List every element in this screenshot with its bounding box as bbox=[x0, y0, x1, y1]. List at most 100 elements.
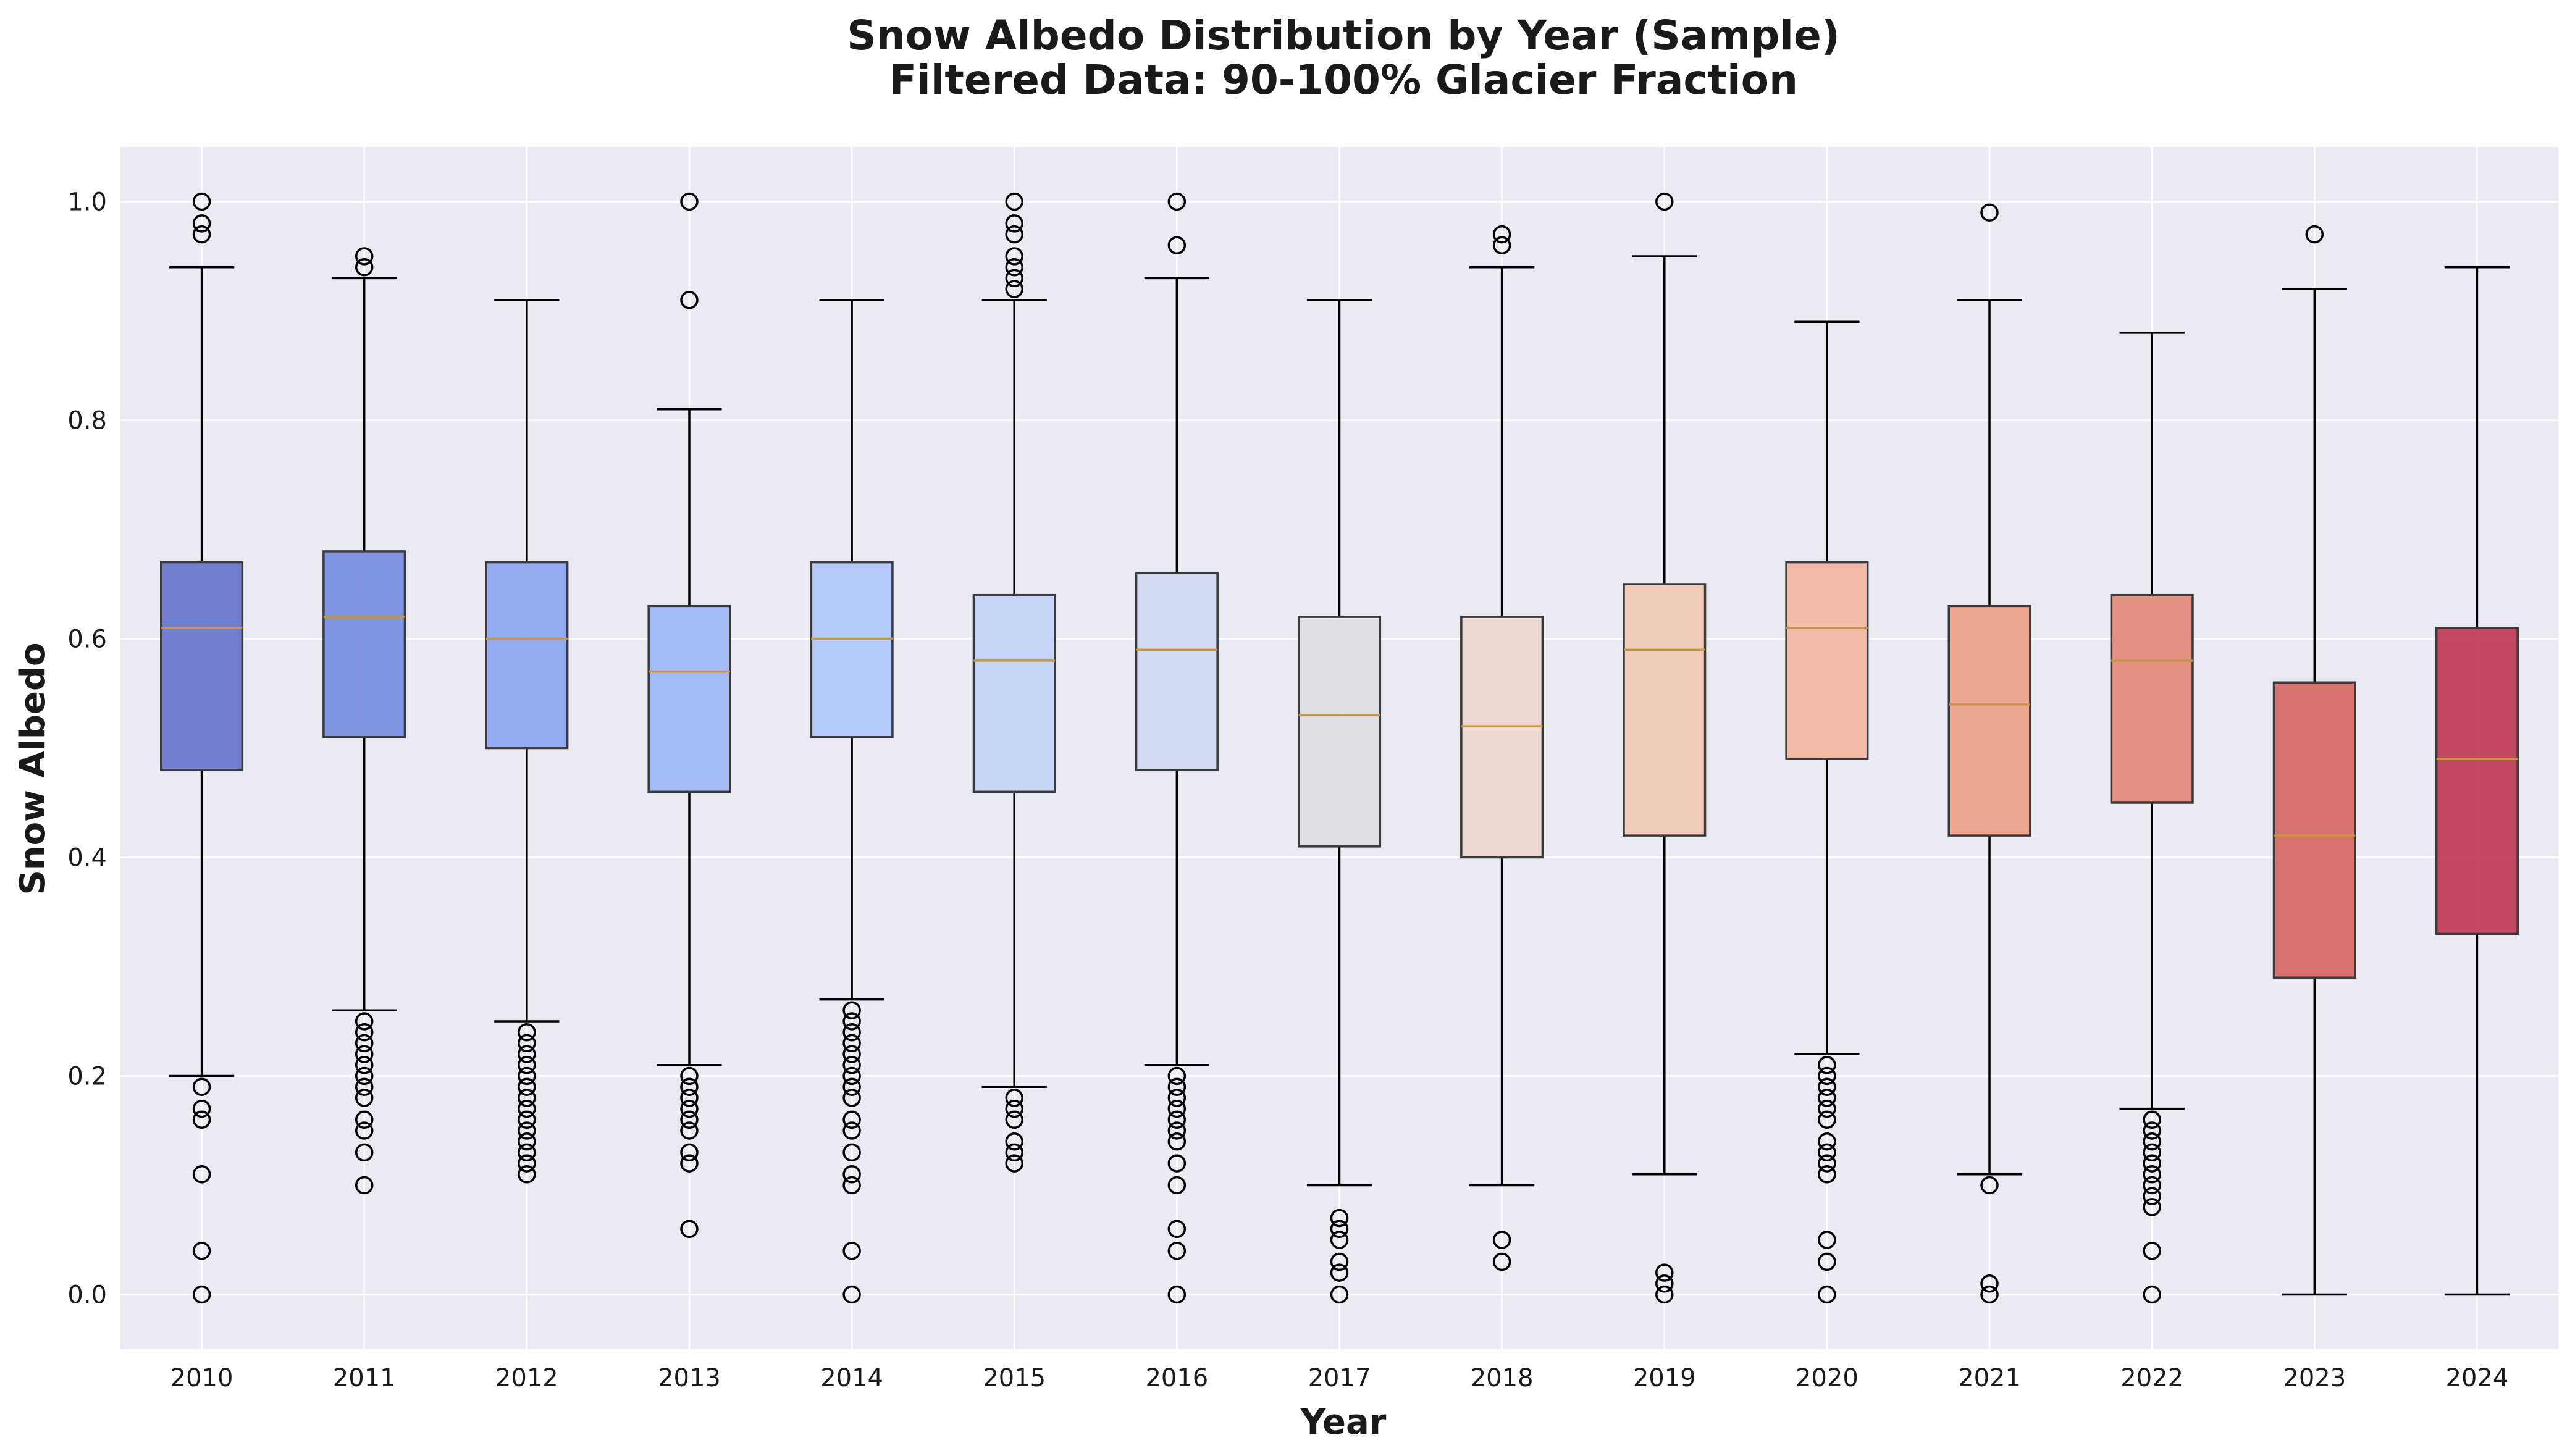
y-tick-label: 0.0 bbox=[67, 1281, 107, 1310]
outlier-point bbox=[1167, 192, 1187, 211]
outlier-point bbox=[842, 1165, 861, 1184]
outlier-point bbox=[1980, 1274, 1999, 1293]
outlier-point bbox=[1492, 1231, 1511, 1249]
x-tick-label: 2019 bbox=[1633, 1364, 1696, 1392]
outlier-point bbox=[1818, 1056, 1836, 1074]
outlier-point bbox=[355, 1045, 374, 1063]
outlier-point bbox=[1005, 247, 1023, 266]
outlier-point bbox=[1167, 1077, 1187, 1096]
outlier-point bbox=[518, 1034, 536, 1053]
iqr-box bbox=[1460, 616, 1544, 859]
outlier-point bbox=[1330, 1220, 1349, 1239]
outlier-point bbox=[1005, 1143, 1023, 1162]
outlier-point bbox=[680, 1077, 699, 1096]
outlier-point bbox=[1005, 1099, 1023, 1118]
outlier-point bbox=[1980, 203, 1999, 222]
outlier-point bbox=[192, 1077, 211, 1096]
iqr-box bbox=[1785, 561, 1869, 760]
outlier-point bbox=[2305, 225, 2324, 244]
y-tick-label: 0.2 bbox=[67, 1063, 107, 1091]
outlier-point bbox=[680, 1089, 699, 1107]
outlier-point bbox=[518, 1045, 536, 1063]
outlier-point bbox=[1818, 1154, 1836, 1173]
outlier-point bbox=[680, 192, 699, 211]
box-2021 bbox=[1947, 203, 2031, 1304]
iqr-box bbox=[647, 605, 731, 793]
outlier-point bbox=[1818, 1066, 1836, 1086]
outlier-point bbox=[192, 214, 211, 233]
x-tick-label: 2020 bbox=[1796, 1364, 1859, 1392]
outlier-point bbox=[1005, 1110, 1023, 1129]
outlier-point bbox=[1655, 192, 1674, 211]
x-tick-label: 2015 bbox=[983, 1364, 1046, 1392]
outlier-point bbox=[1005, 192, 1023, 211]
y-tick-label: 0.4 bbox=[67, 844, 107, 872]
outlier-point bbox=[680, 1066, 699, 1086]
outlier-point bbox=[192, 225, 211, 244]
outlier-point bbox=[680, 1121, 699, 1140]
outlier-point bbox=[2143, 1187, 2161, 1205]
outlier-point bbox=[842, 1241, 861, 1260]
outlier-point bbox=[192, 1165, 211, 1184]
iqr-box bbox=[1297, 616, 1382, 848]
outlier-point bbox=[1167, 236, 1187, 255]
box-2024 bbox=[2435, 266, 2519, 1296]
outlier-point bbox=[842, 1001, 861, 1020]
y-tick-labels: 0.0 0.2 0.4 0.6 0.8 1.0 bbox=[67, 188, 107, 1310]
outlier-point bbox=[192, 192, 211, 211]
outlier-point bbox=[842, 1077, 861, 1096]
outlier-point bbox=[1167, 1066, 1187, 1086]
outlier-point bbox=[192, 1241, 211, 1260]
outlier-point bbox=[842, 1034, 861, 1053]
x-tick-label: 2011 bbox=[333, 1364, 396, 1392]
outlier-point bbox=[355, 1143, 374, 1162]
box-2022 bbox=[2110, 332, 2194, 1304]
box-2011 bbox=[322, 247, 406, 1195]
outlier-point bbox=[1818, 1132, 1836, 1151]
outlier-point bbox=[355, 1056, 374, 1074]
outlier-point bbox=[518, 1110, 536, 1129]
outlier-point bbox=[355, 1176, 374, 1195]
outlier-point bbox=[518, 1077, 536, 1096]
y-tick-label: 0.8 bbox=[67, 407, 107, 435]
outlier-point bbox=[680, 291, 699, 309]
box-2019 bbox=[1623, 192, 1707, 1304]
x-axis-label: Year bbox=[1300, 1402, 1387, 1442]
box-2014 bbox=[810, 299, 894, 1304]
outlier-point bbox=[2143, 1143, 2161, 1162]
box-2015 bbox=[972, 192, 1056, 1173]
outlier-point bbox=[1330, 1263, 1349, 1282]
outlier-point bbox=[355, 1121, 374, 1140]
x-tick-label: 2021 bbox=[1958, 1364, 2021, 1392]
outlier-point bbox=[842, 1176, 861, 1195]
outlier-point bbox=[1818, 1089, 1836, 1107]
x-tick-label: 2014 bbox=[820, 1364, 883, 1392]
outlier-point bbox=[355, 1066, 374, 1086]
boxes bbox=[160, 192, 2519, 1304]
y-axis-label: Snow Albedo bbox=[13, 642, 53, 895]
outlier-point bbox=[1167, 1241, 1187, 1260]
iqr-box bbox=[810, 561, 894, 738]
x-tick-label: 2012 bbox=[495, 1364, 558, 1392]
outlier-point bbox=[518, 1154, 536, 1173]
outlier-point bbox=[842, 1045, 861, 1063]
outlier-point bbox=[842, 1012, 861, 1031]
outlier-point bbox=[842, 1023, 861, 1042]
x-tick-labels: 2010 2011 2012 2013 2014 2015 2016 2017 2018 2019… bbox=[170, 1364, 2509, 1392]
outlier-point bbox=[355, 247, 374, 266]
chart-subtitle: Filtered Data: 90-100% Glacier Fraction bbox=[889, 56, 1798, 104]
outlier-point bbox=[1655, 1263, 1674, 1282]
box-2023 bbox=[2272, 225, 2356, 1296]
outlier-point bbox=[1167, 1099, 1187, 1118]
outlier-point bbox=[1818, 1165, 1836, 1184]
x-tick-label: 2017 bbox=[1308, 1364, 1371, 1392]
outlier-point bbox=[518, 1165, 536, 1184]
outlier-point bbox=[192, 1099, 211, 1118]
outlier-point bbox=[2143, 1285, 2161, 1304]
outlier-point bbox=[842, 1066, 861, 1086]
outlier-point bbox=[2143, 1198, 2161, 1216]
outlier-point bbox=[518, 1132, 536, 1151]
x-tick-label: 2018 bbox=[1471, 1364, 1534, 1392]
outlier-point bbox=[1167, 1285, 1187, 1304]
outlier-point bbox=[192, 1285, 211, 1304]
